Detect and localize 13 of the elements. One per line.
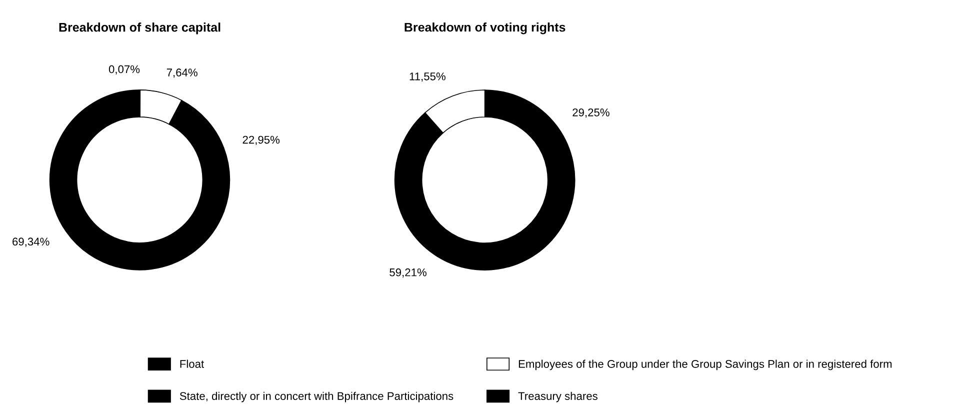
data-label: 29,25% (572, 108, 610, 118)
chart-title: Breakdown of voting rights (404, 22, 566, 34)
data-label: 59,21% (390, 268, 426, 278)
data-label: 22,95% (242, 136, 280, 146)
data-label: 7,64% (166, 68, 198, 78)
legend-label: Treasury shares (518, 392, 598, 402)
data-label: 0,07% (108, 65, 140, 74)
legend-label: Float (180, 360, 204, 368)
chart-title: Breakdown of share capital (59, 22, 220, 34)
legend-label: State, directly or in concert with Bpifrance Participations (180, 392, 454, 402)
data-label: 69,34% (12, 238, 50, 247)
legend-label: Employees of the Group under the Group Savings Plan or in registered form (518, 360, 892, 370)
data-label: 11,55% (410, 72, 446, 82)
